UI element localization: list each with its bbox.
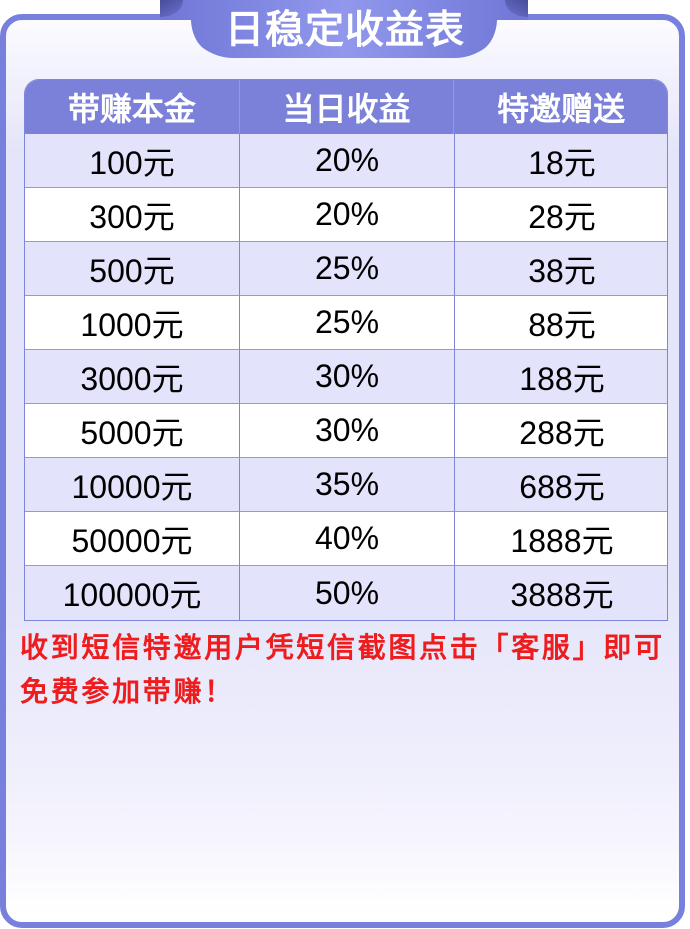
svg-text:日稳定收益表: 日稳定收益表	[225, 9, 465, 52]
